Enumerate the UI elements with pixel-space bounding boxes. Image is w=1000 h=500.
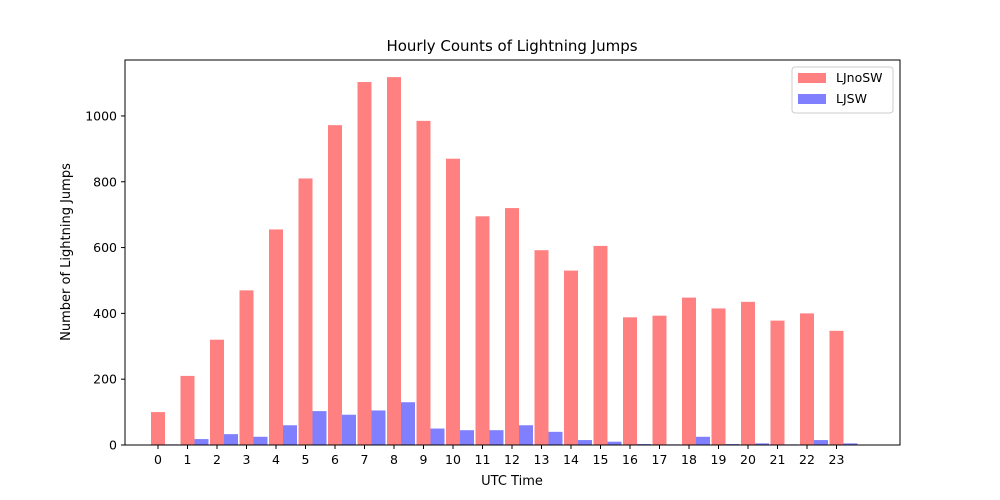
bar-ljnosw-5 — [298, 178, 313, 445]
x-tick-label-2: 2 — [213, 452, 221, 467]
x-tick-label-6: 6 — [331, 452, 339, 467]
x-tick-label-9: 9 — [420, 452, 428, 467]
bar-ljnosw-10 — [446, 158, 460, 445]
bar-ljsw-22 — [814, 440, 828, 445]
bar-ljnosw-16 — [623, 317, 637, 445]
bar-ljsw-2 — [224, 434, 238, 445]
bar-ljsw-11 — [489, 430, 504, 445]
bar-ljnosw-0 — [151, 412, 165, 445]
x-tick-label-11: 11 — [475, 452, 491, 467]
y-tick-label-1000: 1000 — [85, 108, 117, 123]
x-tick-label-0: 0 — [154, 452, 162, 467]
bar-ljnosw-21 — [770, 320, 785, 445]
bars-layer — [151, 77, 858, 446]
x-tick-label-20: 20 — [740, 452, 756, 467]
bar-ljnosw-2 — [210, 339, 224, 445]
x-tick-label-16: 16 — [622, 452, 638, 467]
bar-ljnosw-11 — [475, 216, 490, 445]
y-tick-label-0: 0 — [109, 438, 117, 453]
x-tick-label-10: 10 — [445, 452, 461, 467]
bar-ljsw-4 — [283, 425, 297, 445]
bar-ljsw-9 — [430, 428, 445, 445]
y-axis-label: Number of Lightning Jumps — [59, 163, 74, 341]
legend-label-ljsw: LJSW — [836, 91, 867, 106]
x-tick-label-4: 4 — [272, 452, 280, 467]
bar-ljnosw-18 — [682, 297, 696, 445]
x-tick-label-14: 14 — [563, 452, 579, 467]
bar-ljsw-18 — [696, 436, 710, 445]
x-tick-label-19: 19 — [711, 452, 727, 467]
bar-ljnosw-13 — [534, 250, 549, 445]
bar-ljsw-7 — [371, 410, 386, 445]
bar-ljsw-6 — [342, 414, 356, 445]
y-axis-ticks: 0 200 400 600 800 1000 — [85, 108, 125, 453]
bar-ljnosw-22 — [800, 313, 814, 445]
bar-ljnosw-15 — [593, 245, 608, 445]
x-axis-ticks: 0 1 2 3 4 5 6 7 8 9 10 11 12 13 14 15 16 17 18 19 20 21 22 23 — [154, 445, 844, 467]
x-tick-label-22: 22 — [799, 452, 815, 467]
bar-ljnosw-1 — [180, 375, 195, 445]
bar-ljsw-8 — [401, 402, 415, 445]
x-tick-label-21: 21 — [770, 452, 786, 467]
y-tick-label-400: 400 — [93, 306, 117, 321]
legend-swatch-ljsw — [798, 94, 826, 104]
x-tick-label-17: 17 — [652, 452, 668, 467]
bar-ljnosw-3 — [239, 290, 254, 445]
x-tick-label-18: 18 — [681, 452, 697, 467]
bar-ljnosw-8 — [387, 77, 401, 445]
bar-ljsw-23 — [843, 443, 858, 445]
bar-ljsw-20 — [755, 443, 769, 445]
legend: LJnoSW LJSW — [791, 66, 894, 114]
y-tick-label-800: 800 — [93, 174, 117, 189]
bar-ljsw-15 — [607, 441, 622, 445]
bar-ljnosw-6 — [328, 125, 342, 446]
x-tick-label-13: 13 — [534, 452, 550, 467]
legend-swatch-ljnosw — [798, 73, 826, 83]
y-tick-label-600: 600 — [93, 240, 117, 255]
x-tick-label-3: 3 — [243, 452, 251, 467]
bar-ljsw-1 — [194, 439, 209, 445]
bar-ljnosw-12 — [505, 208, 519, 445]
bar-ljsw-5 — [312, 411, 327, 445]
bar-ljsw-13 — [548, 431, 563, 445]
bar-ljsw-14 — [578, 440, 592, 445]
bar-ljsw-3 — [253, 436, 268, 445]
bar-ljnosw-20 — [741, 301, 755, 445]
bar-ljnosw-19 — [711, 308, 726, 445]
x-tick-label-8: 8 — [390, 452, 398, 467]
legend-label-ljnosw: LJnoSW — [836, 70, 883, 85]
x-tick-label-7: 7 — [361, 452, 369, 467]
bar-ljnosw-7 — [357, 82, 372, 446]
bar-ljnosw-4 — [269, 229, 283, 445]
bar-ljsw-12 — [519, 425, 533, 445]
chart-title: Hourly Counts of Lightning Jumps — [386, 37, 637, 55]
bar-ljsw-10 — [460, 430, 474, 445]
x-tick-label-23: 23 — [829, 452, 845, 467]
bar-ljnosw-9 — [416, 120, 431, 445]
x-tick-label-12: 12 — [504, 452, 520, 467]
bar-ljnosw-14 — [564, 270, 578, 445]
x-axis-label: UTC Time — [481, 474, 543, 489]
x-tick-label-1: 1 — [184, 452, 192, 467]
x-tick-label-15: 15 — [593, 452, 609, 467]
bar-ljnosw-23 — [829, 330, 844, 445]
x-tick-label-5: 5 — [302, 452, 310, 467]
y-tick-label-200: 200 — [93, 372, 117, 387]
bar-ljnosw-17 — [652, 315, 667, 445]
